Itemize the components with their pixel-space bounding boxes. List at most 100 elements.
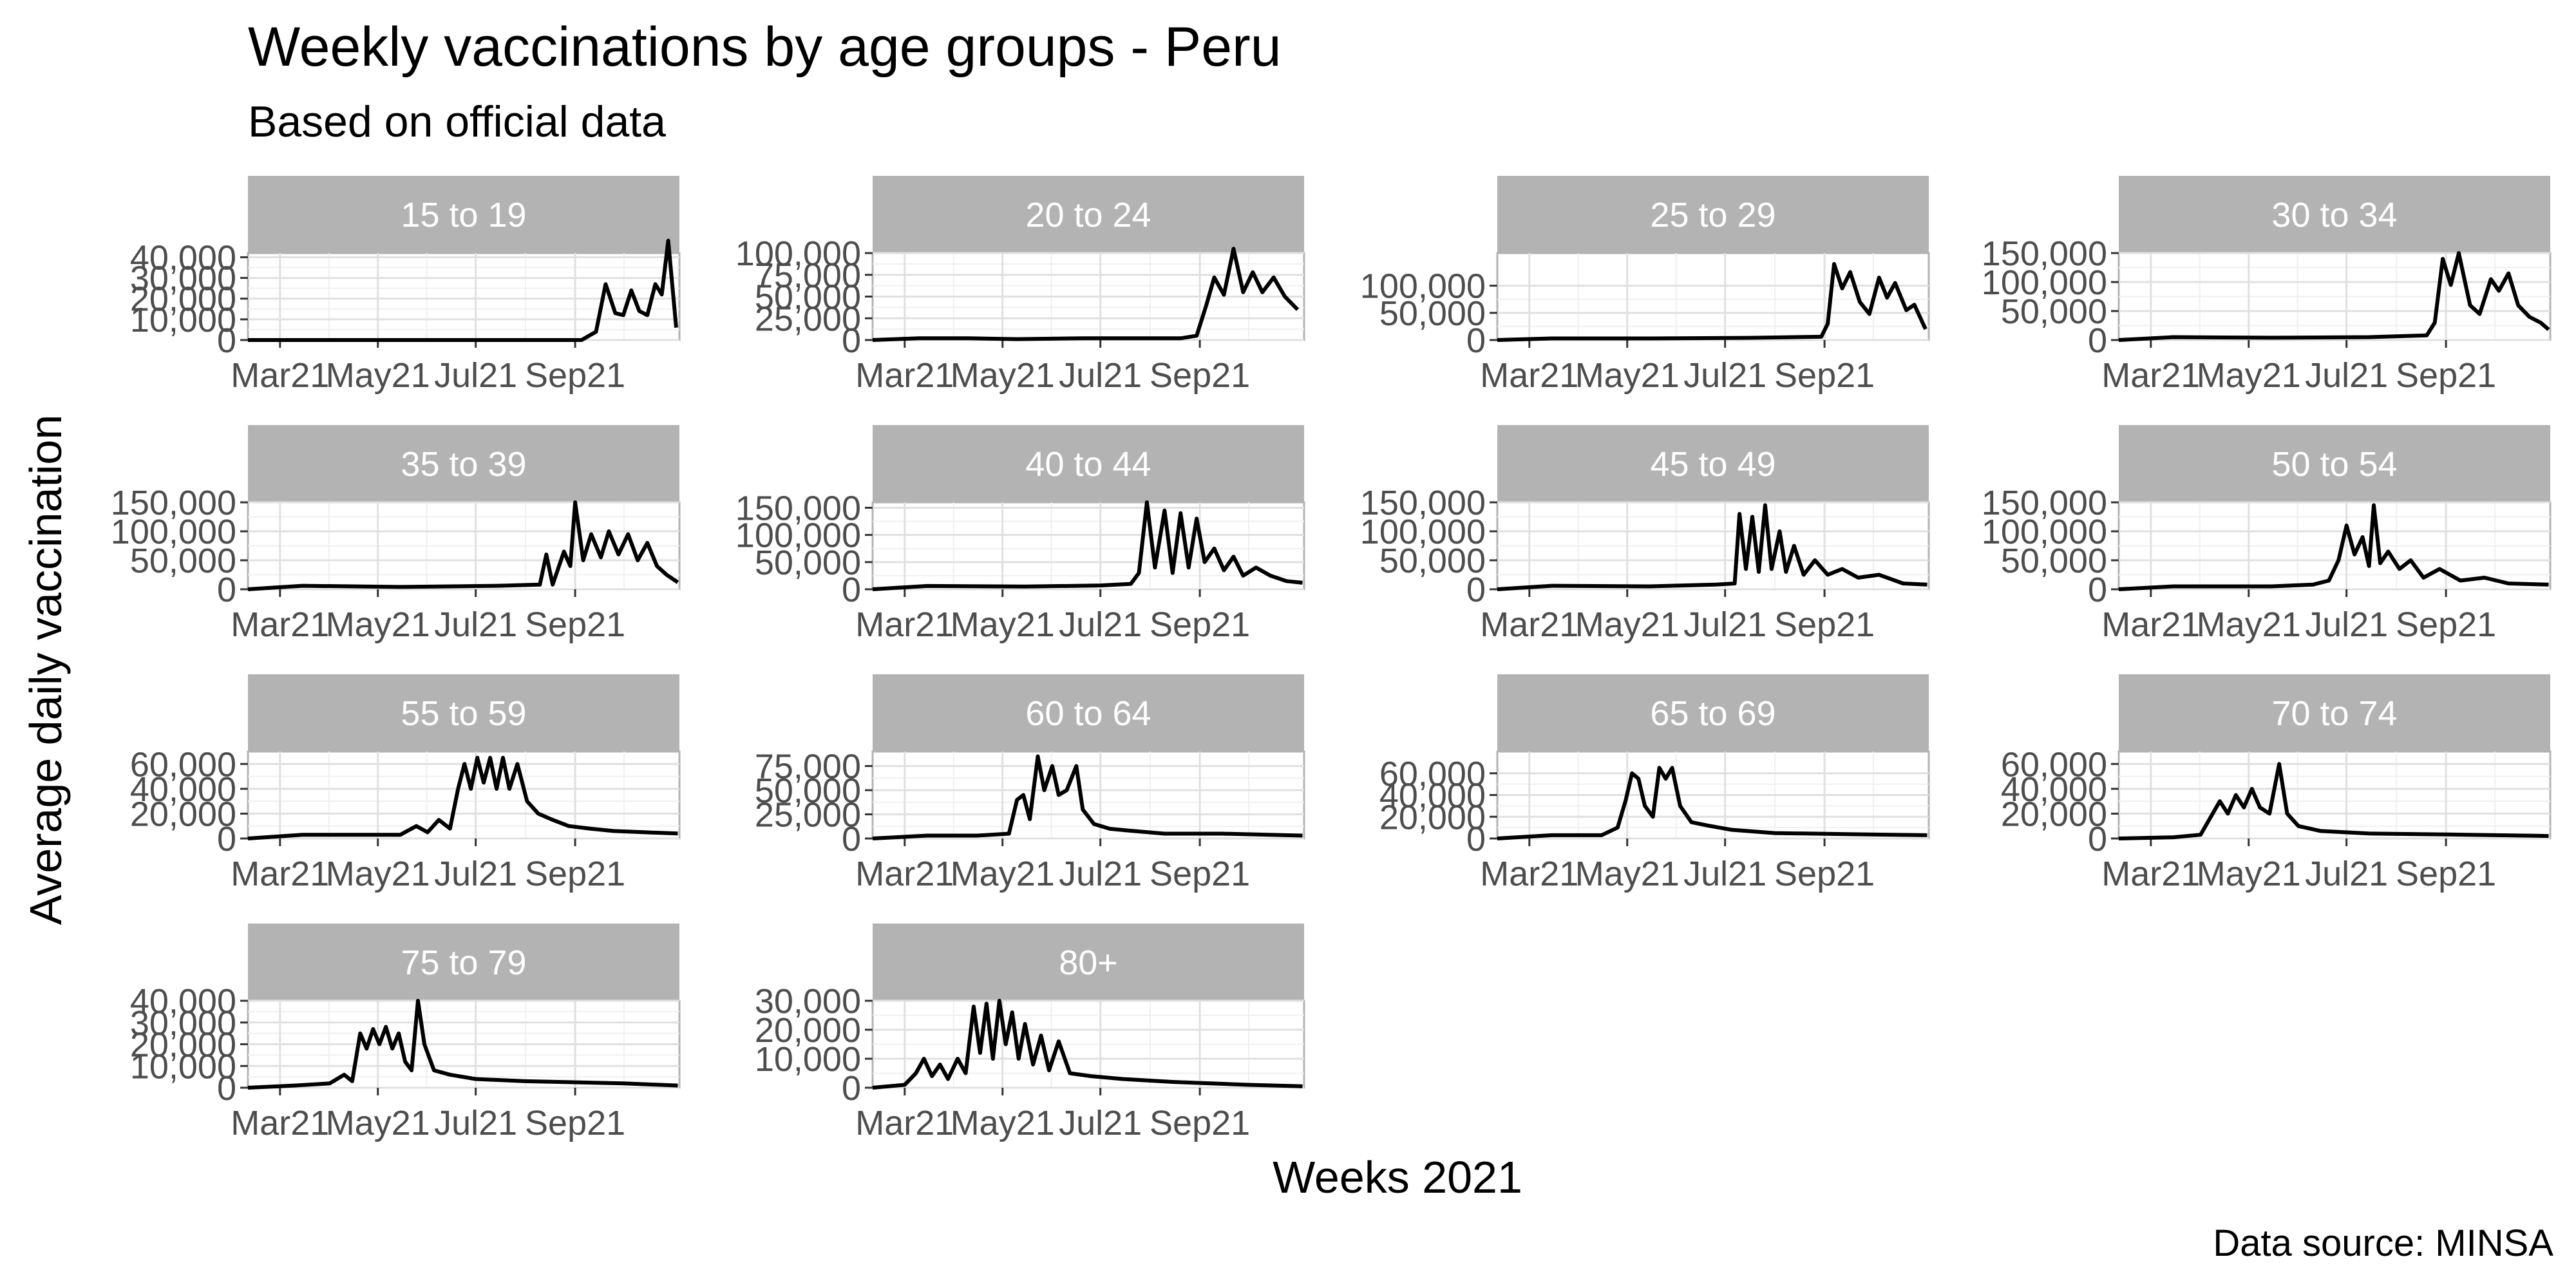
y-tick-label: 0 bbox=[217, 1069, 236, 1108]
y-tick-label: 25,000 bbox=[755, 299, 861, 338]
chart-subtitle: Based on official data bbox=[248, 97, 666, 146]
x-tick-label: Sep21 bbox=[1150, 356, 1250, 395]
y-tick-label: 40,000 bbox=[2001, 770, 2107, 809]
y-tick-label: 40,000 bbox=[130, 238, 236, 277]
y-tick-label: 0 bbox=[2088, 820, 2107, 858]
x-tick-label: May21 bbox=[2197, 855, 2301, 893]
y-tick-label: 60,000 bbox=[2001, 745, 2107, 784]
x-tick-label: Sep21 bbox=[2396, 605, 2496, 644]
x-tick-label: May21 bbox=[326, 356, 430, 395]
x-tick-label: Mar21 bbox=[231, 1104, 329, 1142]
x-tick-label: Sep21 bbox=[1774, 605, 1875, 644]
y-tick-label: 25,000 bbox=[755, 796, 861, 835]
facet-plot-area bbox=[2117, 750, 2552, 840]
x-tick-label: May21 bbox=[326, 855, 430, 893]
y-tick-label: 40,000 bbox=[130, 982, 236, 1021]
y-tick-label: 20,000 bbox=[755, 1011, 861, 1050]
y-tick-label: 150,000 bbox=[1982, 234, 2107, 273]
x-tick-label: May21 bbox=[1575, 356, 1680, 395]
x-tick-label: Jul21 bbox=[1683, 855, 1766, 893]
series-line bbox=[2118, 503, 2549, 591]
x-tick-label: May21 bbox=[2197, 605, 2301, 644]
x-tick-label: May21 bbox=[951, 1104, 1055, 1142]
y-tick-label: 30,000 bbox=[130, 1004, 236, 1043]
y-tick-label: 20,000 bbox=[130, 795, 236, 833]
facet-strip-label: 30 to 34 bbox=[2271, 196, 2397, 234]
x-tick-label: Mar21 bbox=[231, 605, 329, 644]
facet-strip bbox=[873, 425, 1304, 502]
facet-strip-label: 15 to 19 bbox=[401, 196, 526, 234]
y-tick-label: 100,000 bbox=[1360, 513, 1486, 551]
facet-strip bbox=[248, 425, 679, 502]
y-tick-label: 50,000 bbox=[755, 772, 861, 810]
x-tick-label: Mar21 bbox=[2101, 855, 2200, 893]
x-tick-label: Jul21 bbox=[1683, 605, 1766, 644]
y-tick-label: 50,000 bbox=[130, 542, 236, 580]
facet-strip-label: 70 to 74 bbox=[2271, 694, 2397, 733]
x-tick-label: Mar21 bbox=[855, 855, 954, 893]
x-tick-label: Mar21 bbox=[1480, 356, 1578, 395]
y-tick-label: 20,000 bbox=[1379, 798, 1486, 837]
series-line bbox=[1497, 503, 1927, 591]
x-axis-label: Weeks 2021 bbox=[1273, 1152, 1522, 1202]
y-tick-label: 0 bbox=[2088, 321, 2107, 360]
y-tick-label: 75,000 bbox=[755, 748, 861, 786]
y-tick-label: 40,000 bbox=[1379, 777, 1486, 815]
x-tick-label: Sep21 bbox=[525, 605, 625, 644]
y-tick-label: 150,000 bbox=[111, 484, 236, 522]
y-tick-label: 150,000 bbox=[735, 489, 861, 527]
y-tick-label: 0 bbox=[842, 321, 861, 360]
facet-plot-area bbox=[247, 252, 681, 341]
facet-strip bbox=[873, 923, 1304, 1001]
y-tick-label: 0 bbox=[1466, 321, 1486, 360]
x-tick-label: Mar21 bbox=[1480, 605, 1578, 644]
y-tick-label: 30,000 bbox=[755, 982, 861, 1021]
x-tick-label: Mar21 bbox=[231, 855, 329, 893]
x-tick-label: May21 bbox=[951, 855, 1055, 893]
facet-strip bbox=[248, 923, 679, 1001]
series-line bbox=[872, 754, 1303, 840]
series-line bbox=[872, 247, 1300, 342]
facet-plot-area bbox=[871, 750, 1305, 840]
x-tick-label: Jul21 bbox=[2305, 855, 2388, 893]
y-tick-label: 50,000 bbox=[1379, 294, 1486, 333]
facet-strip-label: 40 to 44 bbox=[1025, 445, 1151, 484]
facet-strip bbox=[1497, 176, 1929, 253]
facet-strip-label: 25 to 29 bbox=[1650, 196, 1776, 234]
x-tick-label: Mar21 bbox=[855, 605, 954, 644]
facet-strip-label: 80+ bbox=[1059, 943, 1118, 982]
x-tick-label: Jul21 bbox=[434, 356, 517, 395]
y-tick-label: 20,000 bbox=[130, 1026, 236, 1065]
x-tick-label: May21 bbox=[1575, 855, 1680, 893]
data-source-caption: Data source: MINSA bbox=[2213, 1222, 2553, 1264]
facet-strip bbox=[1497, 674, 1929, 752]
y-tick-label: 0 bbox=[1466, 571, 1486, 609]
facet-strip bbox=[873, 674, 1304, 752]
y-tick-label: 50,000 bbox=[2001, 542, 2107, 580]
y-tick-label: 100,000 bbox=[1360, 267, 1486, 306]
series-line bbox=[2118, 251, 2550, 342]
series-line bbox=[1497, 261, 1927, 342]
x-tick-label: Sep21 bbox=[1774, 356, 1875, 395]
facet-strip bbox=[2119, 425, 2550, 502]
y-tick-label: 100,000 bbox=[1982, 263, 2107, 302]
y-tick-label: 50,000 bbox=[1379, 542, 1486, 580]
x-tick-label: Mar21 bbox=[231, 356, 329, 395]
y-tick-label: 10,000 bbox=[755, 1040, 861, 1079]
x-tick-label: Sep21 bbox=[1150, 855, 1250, 893]
chart-title: Weekly vaccinations by age groups - Peru bbox=[248, 16, 1282, 78]
facet-strip-label: 50 to 54 bbox=[2271, 445, 2397, 484]
series-line bbox=[1497, 766, 1927, 840]
y-tick-label: 0 bbox=[842, 571, 861, 609]
